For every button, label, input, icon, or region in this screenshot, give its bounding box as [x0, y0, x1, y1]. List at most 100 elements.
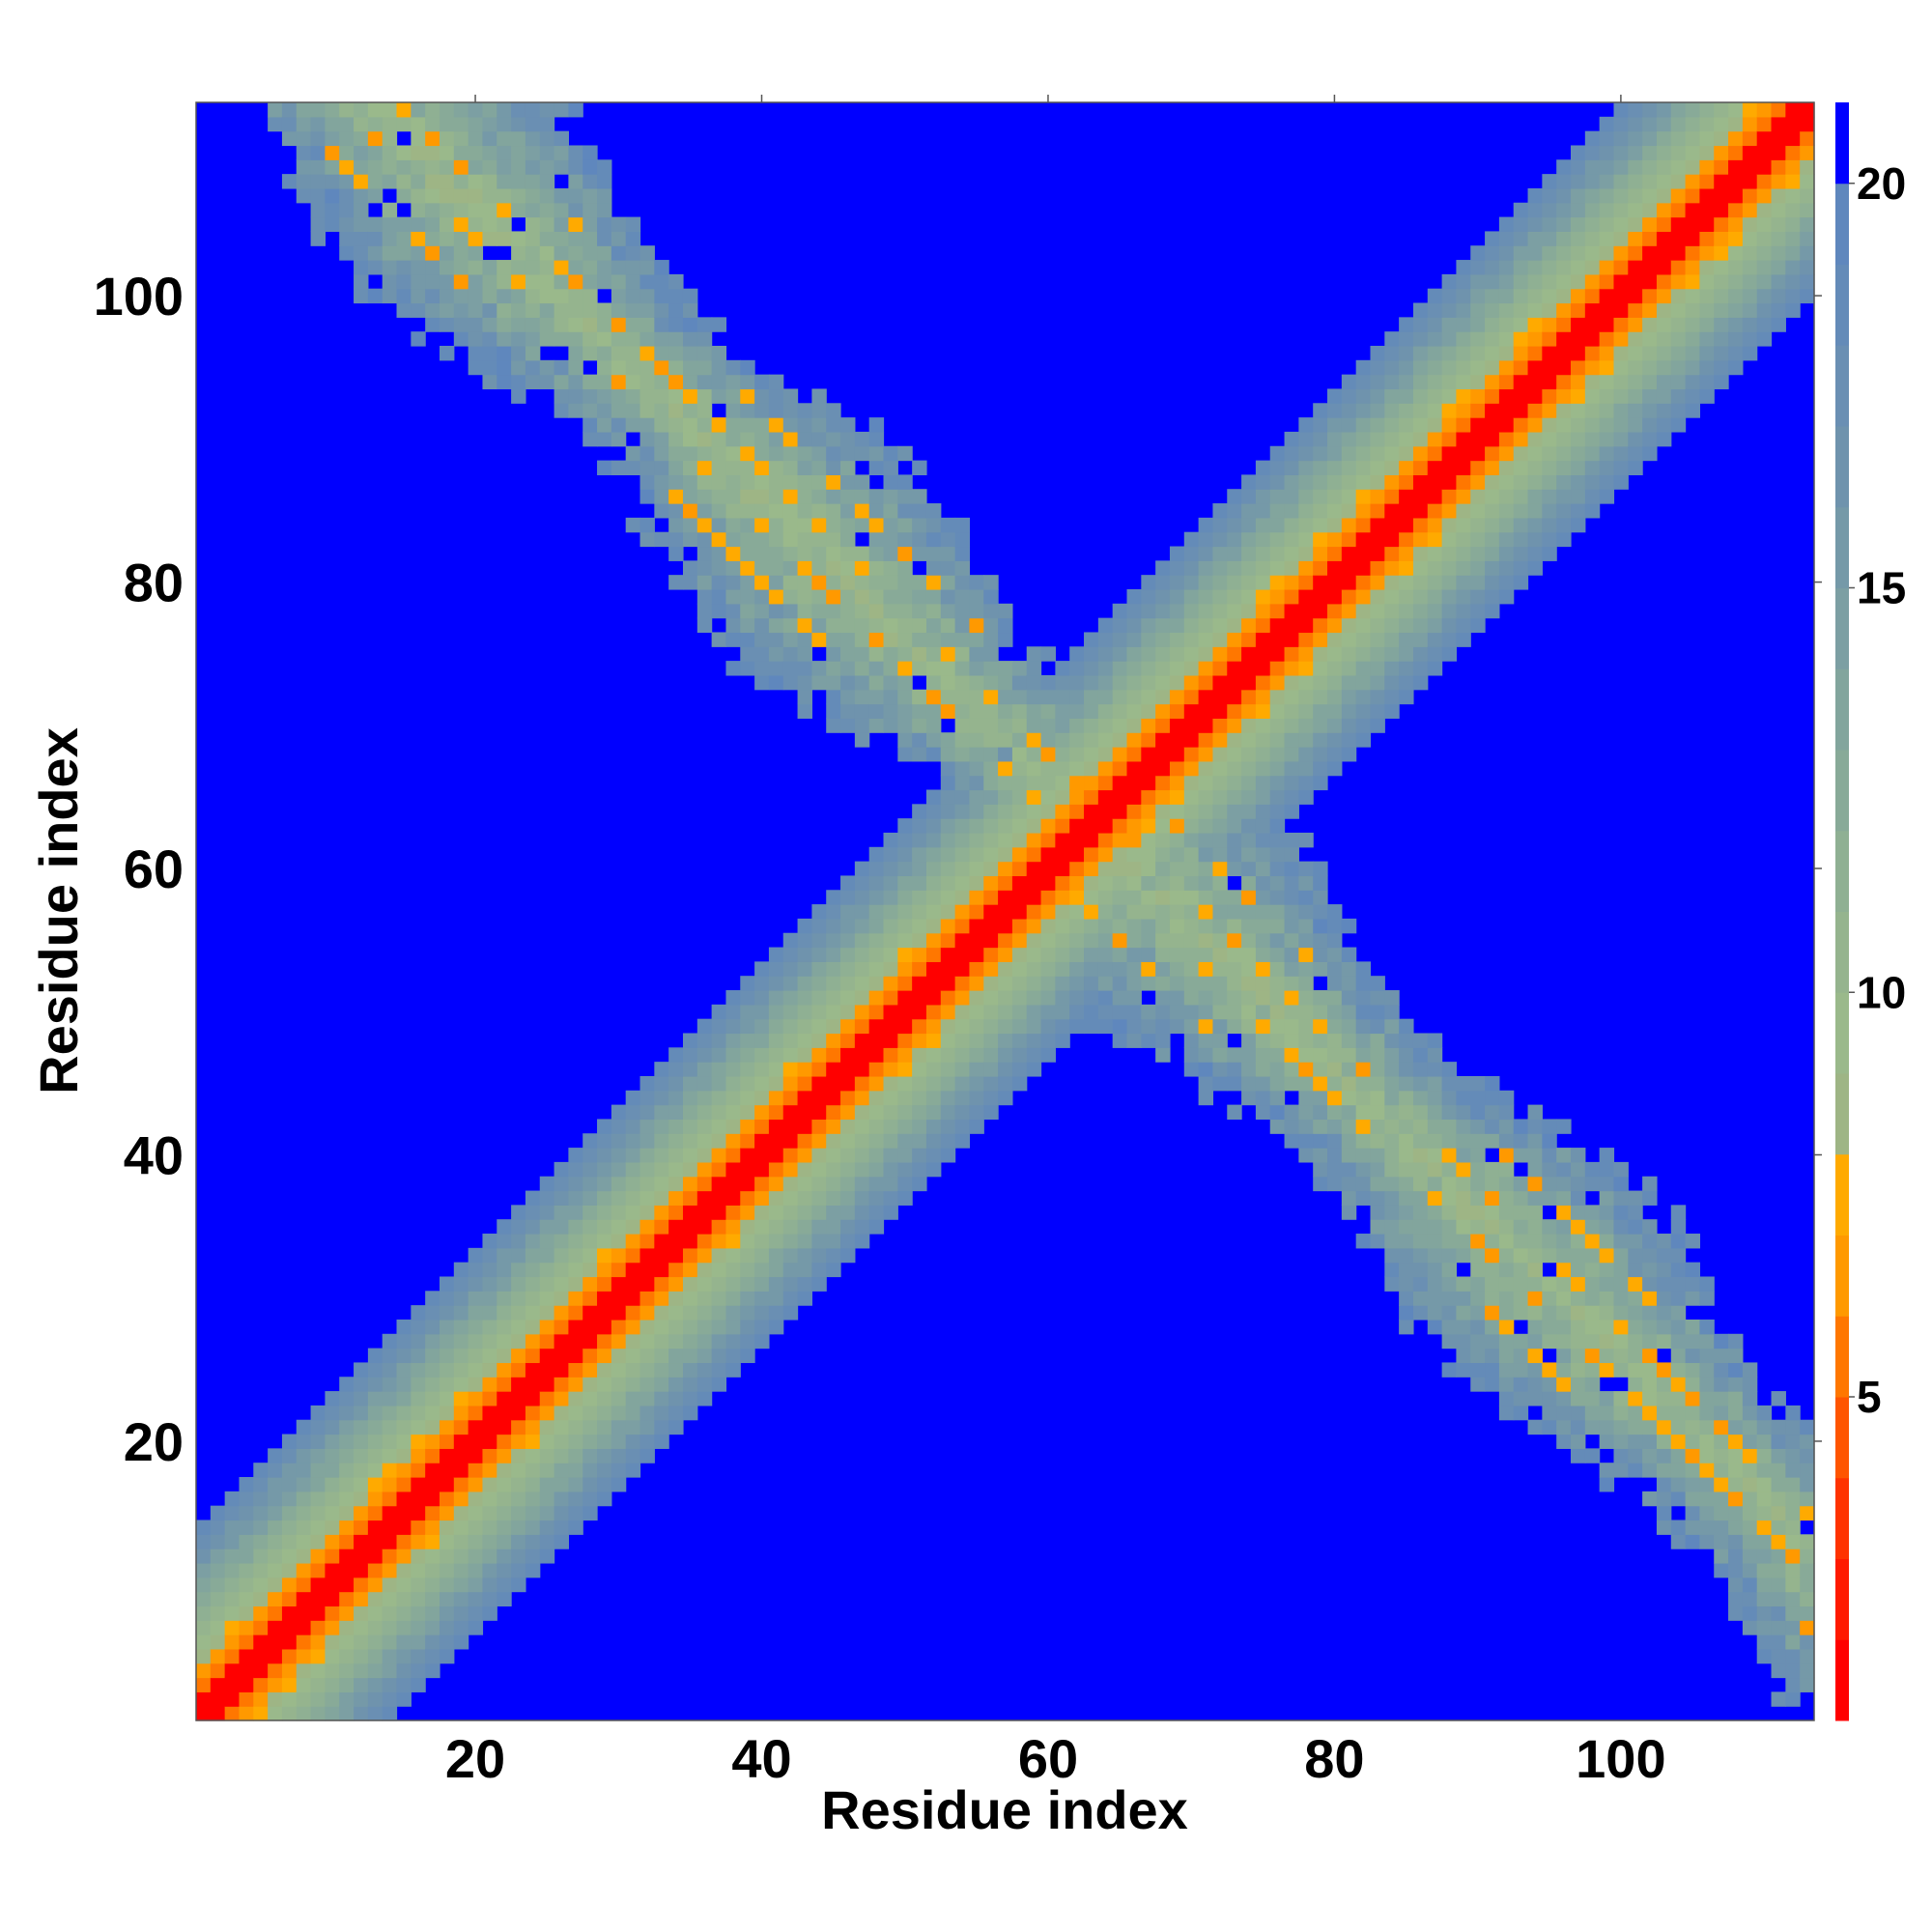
heatmap-cell: [1613, 417, 1629, 433]
heatmap-cell: [1800, 1463, 1815, 1478]
heatmap-cell: [1327, 1090, 1343, 1106]
heatmap-cell: [1384, 417, 1400, 433]
heatmap-cell: [768, 388, 784, 404]
heatmap-cell: [1670, 374, 1687, 390]
heatmap-cell: [1227, 718, 1242, 733]
heatmap-cell: [539, 1348, 555, 1364]
heatmap-cell: [1412, 661, 1429, 676]
heatmap-cell: [1427, 460, 1443, 475]
heatmap-cell: [912, 990, 927, 1006]
heatmap-cell: [1069, 976, 1085, 991]
heatmap-cell: [754, 1205, 770, 1220]
heatmap-cell: [525, 1405, 541, 1421]
heatmap-cell: [1785, 102, 1801, 118]
heatmap-cell: [1656, 345, 1672, 361]
heatmap-cell: [511, 130, 526, 147]
heatmap-cell: [525, 1548, 541, 1564]
heatmap-cell: [1026, 990, 1042, 1006]
heatmap-cell: [654, 273, 669, 290]
heatmap-cell: [811, 1119, 827, 1134]
heatmap-cell: [1341, 1148, 1357, 1163]
heatmap-cell: [539, 1548, 555, 1564]
heatmap-cell: [883, 976, 898, 991]
heatmap-cell: [725, 1234, 741, 1249]
heatmap-cell: [1040, 760, 1056, 777]
heatmap-cell: [696, 1234, 713, 1249]
heatmap-cell: [1370, 588, 1385, 605]
heatmap-cell: [1498, 575, 1515, 590]
heatmap-cell: [568, 388, 583, 404]
heatmap-cell: [625, 1234, 641, 1249]
heatmap-cell: [854, 1176, 870, 1192]
heatmap-cell: [754, 1333, 770, 1350]
heatmap-cell: [1670, 231, 1687, 246]
heatmap-cell: [1341, 1075, 1357, 1092]
heatmap-cell: [1470, 588, 1486, 605]
heatmap-cell: [811, 1262, 827, 1278]
heatmap-cell: [1485, 1234, 1500, 1249]
heatmap-cell: [711, 1219, 727, 1235]
heatmap-cell: [425, 302, 440, 318]
heatmap-cell: [854, 1104, 870, 1121]
heatmap-cell: [1212, 861, 1228, 877]
heatmap-cell: [1542, 546, 1557, 561]
heatmap-cell: [682, 1075, 698, 1092]
heatmap-cell: [1126, 890, 1142, 905]
heatmap-cell: [682, 1176, 698, 1192]
heatmap-cell: [1800, 130, 1815, 147]
heatmap-cell: [811, 546, 827, 561]
heatmap-cell: [1470, 503, 1486, 519]
heatmap-cell: [897, 718, 913, 733]
heatmap-cell: [382, 1448, 398, 1463]
heatmap-cell: [1441, 646, 1458, 662]
heatmap-cell: [1771, 174, 1786, 189]
heatmap-cell: [854, 718, 870, 733]
heatmap-cell: [883, 674, 898, 691]
heatmap-cell: [696, 1018, 713, 1035]
heatmap-cell: [1441, 1276, 1458, 1292]
heatmap-cell: [711, 431, 727, 447]
heatmap-cell: [682, 1104, 698, 1121]
heatmap-cell: [1742, 1463, 1758, 1478]
heatmap-cell: [1284, 531, 1299, 548]
heatmap-cell: [1313, 1176, 1328, 1192]
heatmap-cell: [1198, 818, 1214, 834]
heatmap-cell: [296, 102, 312, 118]
heatmap-cell: [611, 1348, 627, 1364]
heatmap-cell: [1412, 1062, 1429, 1077]
heatmap-cell: [1498, 546, 1515, 561]
heatmap-cell: [1327, 646, 1343, 662]
heatmap-cell: [268, 1691, 283, 1707]
heatmap-cell: [1155, 560, 1171, 576]
heatmap-cell: [539, 1391, 555, 1406]
heatmap-cell: [897, 575, 913, 590]
heatmap-cell: [1126, 661, 1142, 676]
heatmap-cell: [1327, 1004, 1343, 1020]
heatmap-cell: [768, 575, 784, 590]
heatmap-cell: [883, 1033, 898, 1048]
heatmap-cell: [1370, 603, 1385, 619]
heatmap-cell: [654, 417, 669, 433]
heatmap-cell: [482, 1276, 497, 1292]
heatmap-cell: [854, 603, 870, 619]
heatmap-cell: [1742, 1534, 1758, 1549]
heatmap-cell: [1370, 445, 1385, 462]
heatmap-cell: [1355, 718, 1372, 733]
heatmap-cell: [597, 1333, 612, 1350]
heatmap-cell: [411, 1577, 426, 1593]
heatmap-cell: [1771, 102, 1786, 118]
heatmap-cell: [1456, 1119, 1471, 1134]
heatmap-cell: [1026, 1062, 1042, 1077]
heatmap-cell: [1756, 1605, 1773, 1621]
heatmap-cell: [1642, 260, 1658, 275]
heatmap-cell: [868, 918, 885, 934]
heatmap-cell: [253, 1520, 269, 1535]
heatmap-cell: [954, 1119, 971, 1134]
heatmap-cell: [1169, 603, 1185, 619]
heatmap-cell: [1742, 187, 1758, 204]
heatmap-cell: [998, 1033, 1013, 1048]
heatmap-cell: [768, 417, 784, 433]
heatmap-cell: [1112, 861, 1128, 877]
heatmap-cell: [883, 703, 898, 719]
heatmap-cell: [1298, 760, 1314, 777]
